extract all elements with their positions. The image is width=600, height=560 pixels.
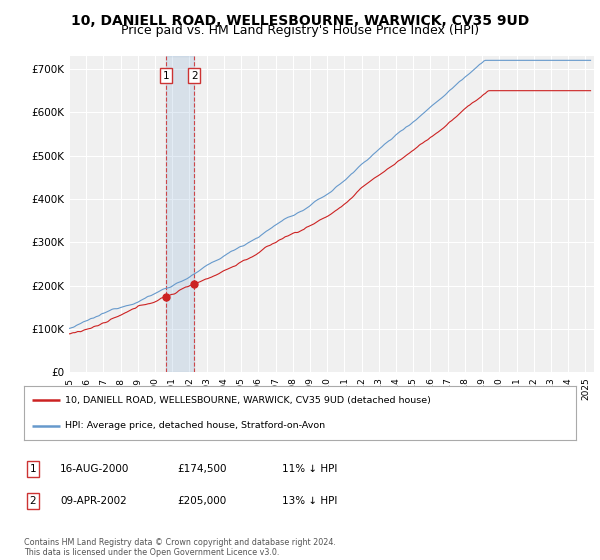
Text: HPI: Average price, detached house, Stratford-on-Avon: HPI: Average price, detached house, Stra… <box>65 421 326 430</box>
Text: 1: 1 <box>29 464 37 474</box>
Text: £174,500: £174,500 <box>177 464 227 474</box>
Text: 13% ↓ HPI: 13% ↓ HPI <box>282 496 337 506</box>
Text: Price paid vs. HM Land Registry's House Price Index (HPI): Price paid vs. HM Land Registry's House … <box>121 24 479 37</box>
Text: 16-AUG-2000: 16-AUG-2000 <box>60 464 130 474</box>
Text: Contains HM Land Registry data © Crown copyright and database right 2024.
This d: Contains HM Land Registry data © Crown c… <box>24 538 336 557</box>
Text: 11% ↓ HPI: 11% ↓ HPI <box>282 464 337 474</box>
Text: 10, DANIELL ROAD, WELLESBOURNE, WARWICK, CV35 9UD (detached house): 10, DANIELL ROAD, WELLESBOURNE, WARWICK,… <box>65 396 431 405</box>
Text: 2: 2 <box>191 71 197 81</box>
Bar <box>166 56 194 372</box>
Text: 1: 1 <box>163 71 169 81</box>
Text: 10, DANIELL ROAD, WELLESBOURNE, WARWICK, CV35 9UD: 10, DANIELL ROAD, WELLESBOURNE, WARWICK,… <box>71 14 529 28</box>
Text: 09-APR-2002: 09-APR-2002 <box>60 496 127 506</box>
Text: £205,000: £205,000 <box>177 496 226 506</box>
Text: 2: 2 <box>29 496 37 506</box>
